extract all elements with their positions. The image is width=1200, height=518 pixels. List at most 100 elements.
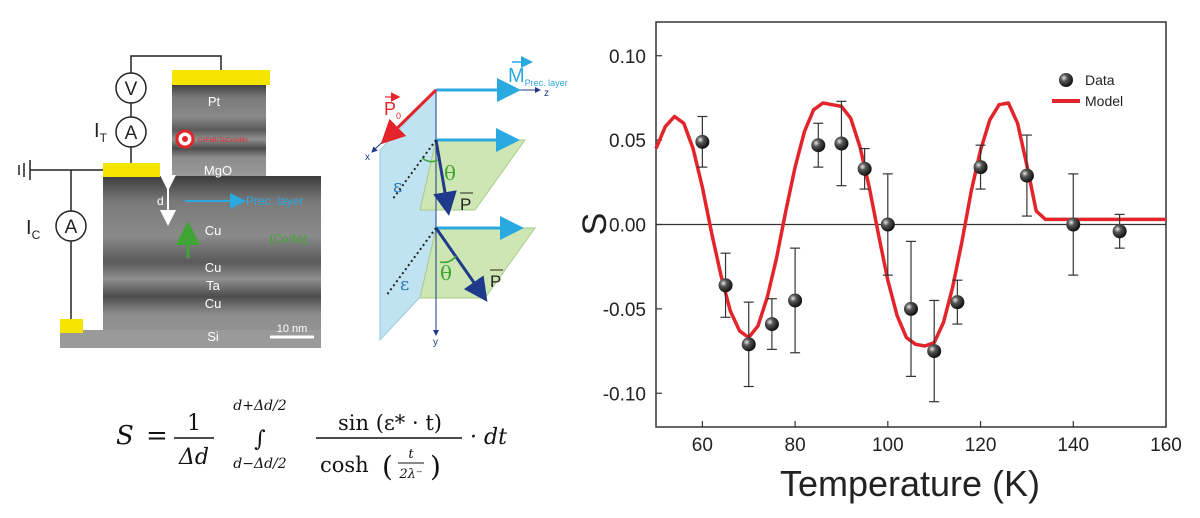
data-point (927, 344, 942, 359)
current-label-top: IT (94, 120, 108, 145)
hidden-layer-label: CoFeB/Ta/Co/IrMn (198, 138, 248, 144)
data-point (1019, 168, 1034, 183)
middle-contact (103, 163, 160, 177)
eq-integral: ∫ (254, 427, 266, 452)
axis-z-label: z (544, 88, 549, 99)
data-point (764, 317, 779, 332)
x-tick-label: 60 (692, 435, 713, 456)
p0-label: P0 (384, 99, 401, 121)
y-tick-label: 0.10 (609, 47, 646, 68)
eq-paren-close: ) (430, 450, 441, 483)
ammeter-bottom: A (55, 210, 87, 242)
data-point (741, 337, 756, 352)
eq-numerator: sin (ε* · t) (338, 411, 442, 435)
data-point (1066, 217, 1081, 232)
eq-delta-d: Δd (178, 445, 209, 470)
device-panel: V A A IT IC Pt CoFeB/Ta/Co/IrMn MgO d Pr… (18, 55, 321, 348)
m-label: MPrec. layer (508, 65, 568, 88)
eq-tail: · dt (470, 425, 507, 450)
axis-y-label: y (433, 337, 438, 348)
data-point (950, 295, 965, 310)
x-tick-label: 80 (785, 435, 806, 456)
data-point (834, 136, 849, 151)
top-contact (172, 70, 270, 85)
target-dot-icon (182, 136, 188, 142)
p-arrow-upper (433, 139, 457, 216)
data-point (695, 134, 710, 149)
eq-inner-den: 2λ⁻ (398, 467, 422, 482)
geometry-panel: z x y MPrec. layer P0 θ ε P θ ε P (365, 56, 568, 348)
layer-label-ta: Ta (206, 278, 221, 293)
legend: Data Model (1052, 72, 1123, 109)
y-tick-label: -0.10 (603, 384, 646, 405)
bottom-contact (60, 319, 83, 333)
y-tick-label: 0.00 (609, 216, 646, 237)
tem-stack (103, 176, 321, 348)
layer-label-cu2: Cu (205, 260, 222, 275)
eq-upper-limit: d+Δd/2 (233, 398, 286, 414)
data-point (973, 160, 988, 175)
circuit-wires (18, 55, 222, 319)
plane-xy (379, 88, 437, 342)
data-point (904, 301, 918, 316)
data-point (718, 278, 733, 293)
chart-marks: 60 80 100 120 140 160 -0.10 -0.05 0.00 0.05 0.10 (603, 47, 1182, 456)
model-line (654, 101, 1166, 348)
epsilon-lower: ε (400, 274, 409, 295)
x-tick-label: 140 (1057, 435, 1089, 456)
svg-text:V: V (125, 79, 138, 100)
equation-svg: S = 1 Δd d+Δd/2 ∫ d−Δd/2 sin (ε* · t) co… (116, 398, 507, 483)
equation: S = 1 Δd d+Δd/2 ∫ d−Δd/2 sin (ε* · t) co… (110, 392, 540, 502)
y-tick-label: 0.05 (609, 131, 646, 152)
layer-label-pt: Pt (208, 94, 221, 109)
svg-text:A: A (125, 123, 138, 144)
data-point (811, 138, 826, 153)
theta-arc-upper (421, 157, 439, 163)
theta-upper: θ (444, 161, 456, 185)
ammeter-top: A (115, 116, 147, 148)
svg-text:A: A (65, 217, 78, 238)
layer-label-mgo: MgO (204, 163, 232, 178)
axis-x-label: x (365, 152, 370, 163)
epsilon-upper: ε (393, 176, 402, 197)
tem-substrate (60, 330, 321, 348)
x-tick-label: 100 (872, 435, 904, 456)
eq-equals: = (146, 421, 168, 451)
layer-label-cu3: Cu (205, 296, 222, 311)
chart-temperature-s: 60 80 100 120 140 160 -0.10 -0.05 0.00 0.05 0.10 T… (576, 21, 1182, 504)
theta-lower: θ (440, 261, 452, 285)
free-layer-label: [Co/Ni] (270, 232, 307, 246)
layer-label-si: Si (207, 329, 219, 344)
legend-model-label: Model (1085, 93, 1123, 109)
scale-bar-label: 10 nm (277, 323, 308, 335)
x-tick-label: 160 (1150, 435, 1182, 456)
data-point (788, 293, 803, 308)
theta-arc-lower (439, 255, 457, 264)
eq-lower-limit: d−Δd/2 (233, 456, 286, 472)
data-point (880, 217, 895, 232)
y-axis-label: S (576, 213, 614, 236)
data-point (1112, 224, 1127, 239)
d-label: d (157, 194, 164, 208)
eq-denominator: cosh (320, 453, 369, 477)
p-label-upper: P (460, 195, 471, 214)
dotted-line-lower (385, 227, 437, 297)
p-label-lower: P (490, 272, 501, 291)
eq-inner-num: t (408, 447, 414, 462)
layer-label-cu1: Cu (205, 223, 222, 238)
y-tick-label: -0.05 (603, 300, 646, 321)
x-tick-label: 120 (965, 435, 997, 456)
p-arrow-lower (434, 227, 488, 302)
voltmeter: V (115, 72, 147, 104)
data-point (857, 161, 872, 176)
eq-one: 1 (187, 411, 201, 436)
p0-arrow (380, 88, 438, 145)
eq-lhs: S (116, 421, 134, 451)
prec-layer-label: Prec. layer (246, 194, 303, 208)
eq-paren-open: ( (382, 450, 393, 483)
legend-data-label: Data (1085, 72, 1115, 88)
current-label-bottom: IC (26, 217, 41, 242)
x-axis-label: Temperature (K) (780, 463, 1040, 504)
legend-data-marker (1059, 73, 1073, 87)
